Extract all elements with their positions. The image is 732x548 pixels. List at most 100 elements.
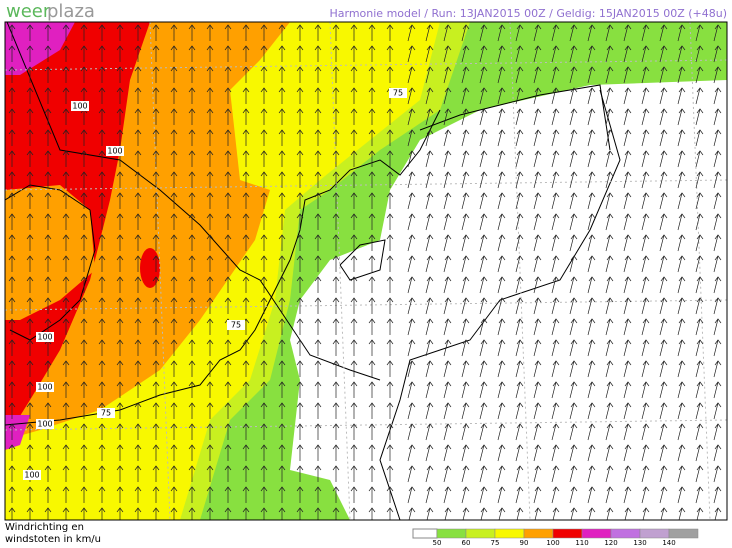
wind-arrow	[407, 192, 416, 210]
wind-arrow	[8, 108, 16, 125]
wind-arrow	[386, 486, 394, 503]
wind-arrow	[8, 87, 16, 104]
wind-arrow	[80, 318, 88, 335]
wind-arrow	[641, 129, 650, 147]
wind-arrow	[443, 87, 452, 105]
wind-arrow	[44, 486, 52, 503]
wind-arrow	[296, 297, 304, 314]
wind-arrow	[368, 24, 376, 41]
wind-arrow	[407, 45, 416, 63]
wind-arrow	[80, 150, 88, 167]
wind-arrow	[332, 255, 340, 272]
wind-arrow	[641, 108, 650, 126]
wind-arrow	[314, 360, 322, 377]
wind-arrow	[623, 381, 632, 399]
wind-arrow	[497, 360, 506, 378]
wind-arrow	[26, 381, 34, 398]
wind-arrow	[44, 171, 52, 188]
wind-arrow	[224, 45, 232, 62]
wind-arrow	[551, 150, 560, 168]
wind-arrow	[152, 234, 160, 251]
wind-arrow	[314, 381, 322, 398]
wind-arrow	[242, 402, 250, 419]
wind-arrow	[570, 507, 578, 520]
wind-arrow	[134, 297, 142, 314]
wind-arrow	[386, 213, 394, 230]
wind-arrow	[623, 465, 632, 483]
wind-arrow	[407, 276, 416, 294]
contour-label-bg	[97, 408, 115, 418]
wind-arrow	[98, 213, 106, 230]
wind-arrow	[98, 423, 106, 440]
wind-arrow	[443, 276, 452, 294]
wind-arrow	[242, 423, 250, 440]
wind-arrow	[443, 318, 452, 336]
wind-arrow	[443, 423, 452, 441]
wind-arrow	[443, 24, 452, 42]
wind-arrow	[461, 24, 470, 42]
wind-arrow	[587, 213, 596, 231]
wind-arrow	[714, 507, 722, 520]
wind-arrow	[551, 444, 560, 462]
wind-arrow	[188, 45, 196, 62]
wind-arrow	[296, 486, 304, 503]
contour-label: 75	[393, 89, 403, 98]
wind-arrow	[695, 108, 704, 126]
wind-arrow	[80, 255, 88, 272]
wind-arrow	[425, 381, 434, 399]
wind-arrow	[551, 129, 560, 147]
wind-arrow	[296, 24, 304, 41]
wind-arrow	[206, 213, 214, 230]
colorbar-tick-label: 60	[462, 539, 471, 547]
wind-arrow	[479, 192, 488, 210]
wind-arrow	[368, 255, 376, 272]
wind-arrow	[641, 276, 650, 294]
wind-arrow	[224, 171, 232, 188]
wind-arrow	[443, 297, 452, 315]
wind-arrow	[8, 255, 16, 272]
wind-arrow	[641, 486, 650, 504]
wind-arrow	[62, 402, 70, 419]
wind-arrow	[134, 339, 142, 356]
wind-arrow	[26, 108, 34, 125]
wind-arrow	[242, 24, 250, 41]
wind-arrow	[80, 45, 88, 62]
wind-arrow	[461, 465, 470, 483]
wind-arrow	[605, 318, 614, 336]
wind-arrow	[62, 381, 70, 398]
legend-title: Windrichting en	[5, 522, 84, 533]
wind-arrow	[134, 465, 142, 482]
wind-arrow	[170, 381, 178, 398]
wind-arrow	[479, 339, 488, 357]
wind-arrow	[461, 339, 470, 357]
wind-arrow	[407, 423, 416, 441]
wind-arrow	[224, 87, 232, 104]
wind-arrow	[623, 444, 632, 462]
wind-arrow	[8, 465, 16, 482]
wind-arrow	[206, 465, 214, 482]
wind-arrow	[534, 507, 542, 520]
wind-arrow	[332, 276, 340, 293]
wind-arrow	[713, 276, 722, 294]
wind-arrow	[660, 507, 668, 520]
wind-arrow	[425, 108, 434, 126]
wind-arrow	[116, 318, 124, 335]
graticule	[149, 22, 171, 520]
wind-arrow	[407, 213, 416, 231]
wind-arrow	[551, 45, 560, 63]
wind-arrow	[677, 318, 686, 336]
wind-arrow	[695, 213, 704, 231]
wind-arrow	[224, 402, 232, 419]
wind-arrow	[386, 297, 394, 314]
contour-label: 100	[37, 333, 52, 342]
wind-arrow	[206, 507, 214, 520]
wind-arrow	[8, 381, 16, 398]
wind-arrow	[569, 108, 578, 126]
wind-arrow	[296, 171, 304, 188]
wind-arrow	[62, 24, 70, 41]
wind-arrow	[116, 486, 124, 503]
wind-arrow	[188, 444, 196, 461]
wind-arrow	[188, 150, 196, 167]
wind-arrow	[350, 45, 358, 62]
